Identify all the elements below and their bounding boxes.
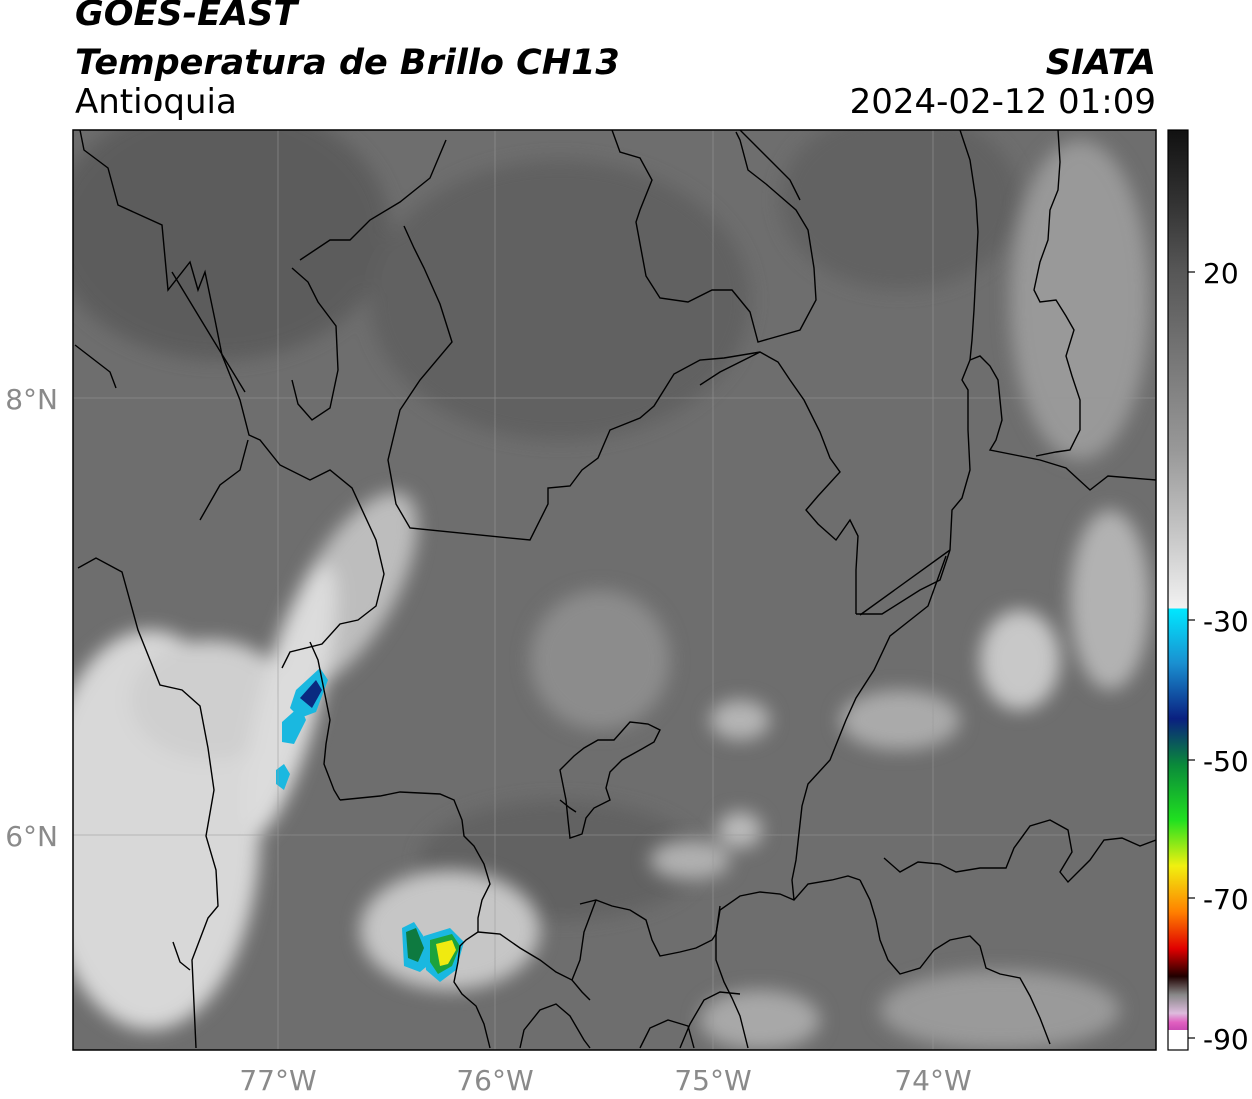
product-title: Temperatura de Brillo CH13: [75, 43, 620, 83]
colorbar-tick: -50: [1203, 745, 1249, 778]
brightness-temperature-field: [73, 130, 1156, 1050]
colorbar: 20 -30 -50 -70 -90: [1167, 129, 1249, 1056]
map-frame: [72, 129, 1157, 1051]
colorbar-tick: 20: [1203, 257, 1239, 290]
longitude-labels: 77°W 76°W 75°W 74°W: [239, 1064, 971, 1097]
lon-label: 76°W: [456, 1064, 533, 1097]
lat-label: 6°N: [5, 820, 58, 853]
datetime-label: 2024-02-12 01:09: [849, 82, 1156, 122]
lat-label: 8°N: [5, 383, 58, 416]
lon-label: 77°W: [239, 1064, 316, 1097]
colorbar-tick: -30: [1203, 605, 1249, 638]
region-label: Antioquia: [75, 82, 237, 122]
satellite-title: GOES-EAST: [75, 0, 298, 34]
lon-label: 75°W: [674, 1064, 751, 1097]
colorbar-tick: -90: [1203, 1023, 1249, 1056]
agency-label: SIATA: [1045, 43, 1156, 83]
graticule: [73, 130, 1156, 1050]
convective-cell-north: [276, 668, 328, 790]
latitude-labels: 8°N 6°N: [5, 383, 58, 853]
colorbar-tick: -70: [1203, 883, 1249, 916]
lon-label: 74°W: [894, 1064, 971, 1097]
boundaries: [74, 130, 1156, 1049]
convective-cell-south: [402, 922, 464, 982]
